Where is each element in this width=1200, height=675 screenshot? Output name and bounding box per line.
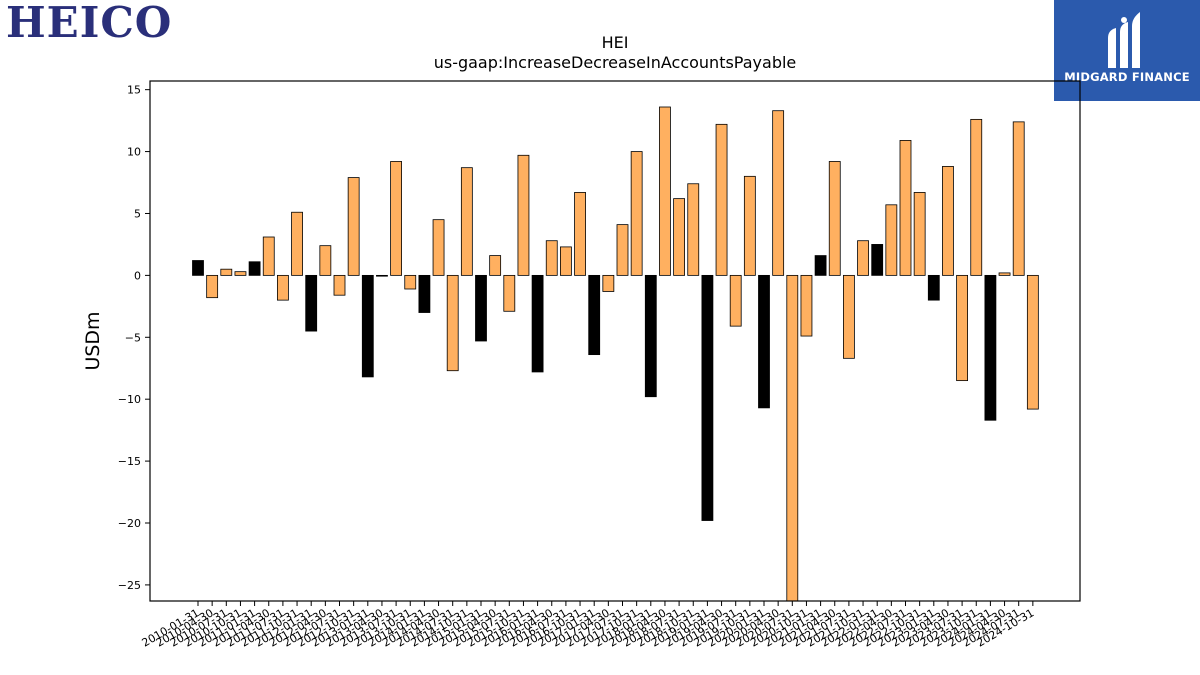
bar-2016-07-31 <box>560 246 572 276</box>
bar-2016-10-31 <box>574 192 586 276</box>
bar-2015-04-30 <box>489 255 502 276</box>
bar-2012-04-30 <box>319 245 332 276</box>
bar-2014-07-31 <box>446 274 459 372</box>
y-tick-label: 0 <box>134 269 141 282</box>
bar-2024-07-31 <box>1012 121 1025 276</box>
bar-2017-10-31 <box>630 151 643 276</box>
bar-2017-04-30 <box>602 274 615 292</box>
bar-2018-07-31 <box>673 198 685 276</box>
bar-2021-07-31 <box>843 274 855 359</box>
bar-2022-07-31 <box>899 140 912 276</box>
bar-2022-01-31 <box>871 244 884 276</box>
x-ticks: 2010-01-312010-04-302010-07-312010-10-31… <box>140 601 1036 650</box>
bar-2024-10-31 <box>1026 274 1039 410</box>
bar-2018-01-31 <box>644 274 657 398</box>
bar-2023-04-30 <box>942 166 954 276</box>
bar-2015-01-31 <box>475 274 487 342</box>
bar-2010-10-31 <box>234 271 247 276</box>
chart-title: HEI <box>602 33 629 52</box>
bar-2014-10-31 <box>460 167 473 276</box>
bar-2016-01-31 <box>531 274 544 373</box>
bar-2010-07-31 <box>220 268 233 276</box>
bar-2021-10-31 <box>857 240 869 276</box>
bar-2011-10-31 <box>291 211 303 276</box>
midgard-finance-logo: MIDGARD FINANCE <box>1054 0 1200 101</box>
bar-2014-01-31 <box>418 274 431 313</box>
bar-2017-07-31 <box>616 224 629 276</box>
bar-2013-07-31 <box>390 161 403 276</box>
bar-2024-01-31 <box>984 274 997 421</box>
y-tick-label: 15 <box>127 84 141 97</box>
midgard-mark-icon <box>1108 12 1140 68</box>
chart-subtitle: us-gaap:IncreaseDecreaseInAccountsPayabl… <box>434 53 797 72</box>
y-tick-label: −10 <box>118 393 141 406</box>
y-tick-label: 10 <box>127 146 141 159</box>
bar-2018-10-31 <box>687 183 700 276</box>
bar-2010-01-31 <box>192 260 204 276</box>
bar-2012-10-31 <box>347 177 360 276</box>
bar-2012-01-31 <box>305 274 318 332</box>
bar-2023-01-31 <box>927 274 940 301</box>
bar-2015-10-31 <box>517 154 530 276</box>
bar-2013-04-30 <box>376 274 388 277</box>
bar-2012-07-31 <box>333 274 346 296</box>
bar-2020-04-30 <box>772 110 785 276</box>
bar-2011-07-31 <box>276 274 289 301</box>
bar-2019-07-31 <box>729 274 742 327</box>
bar-2024-04-30 <box>998 272 1011 276</box>
bar-2014-04-30 <box>432 219 445 276</box>
bar-2023-07-31 <box>956 274 968 382</box>
bar-2016-04-30 <box>545 240 558 276</box>
bar-2018-04-30 <box>659 106 671 276</box>
y-ticks: 15 10 5 0 −5 −10 −15 −20 −25 <box>118 84 150 592</box>
y-tick-label: −25 <box>118 579 141 592</box>
bar-2013-01-31 <box>361 274 374 378</box>
bar-2013-10-31 <box>404 274 417 290</box>
bar-2023-10-31 <box>970 118 983 276</box>
bar-2015-07-31 <box>503 274 516 312</box>
y-tick-label: −20 <box>118 517 141 530</box>
y-tick-label: 5 <box>134 207 141 220</box>
heico-logo: HEICO <box>6 0 173 47</box>
bar-2019-01-31 <box>701 274 714 521</box>
bar-2020-01-31 <box>758 274 770 409</box>
bar-2021-01-31 <box>814 255 827 276</box>
bars-group <box>192 106 1039 602</box>
bar-2011-01-31 <box>248 261 261 276</box>
bar-2021-04-30 <box>828 161 841 276</box>
y-tick-label: −5 <box>125 331 141 344</box>
bar-2010-04-30 <box>206 274 219 299</box>
bar-2022-10-31 <box>913 192 926 276</box>
bar-2017-01-31 <box>588 274 601 356</box>
midgard-finance-name: MIDGARD FINANCE <box>1064 70 1190 84</box>
bar-2020-10-31 <box>800 274 813 337</box>
bar-2022-04-30 <box>885 204 898 276</box>
bar-2011-04-30 <box>262 236 275 276</box>
plot-frame <box>149 80 1081 602</box>
bar-2019-04-30 <box>715 123 728 276</box>
bar-2019-10-31 <box>743 175 756 276</box>
y-tick-label: −15 <box>118 455 141 468</box>
bar-2020-07-31 <box>786 274 799 602</box>
y-axis-label: USDm <box>82 311 104 370</box>
